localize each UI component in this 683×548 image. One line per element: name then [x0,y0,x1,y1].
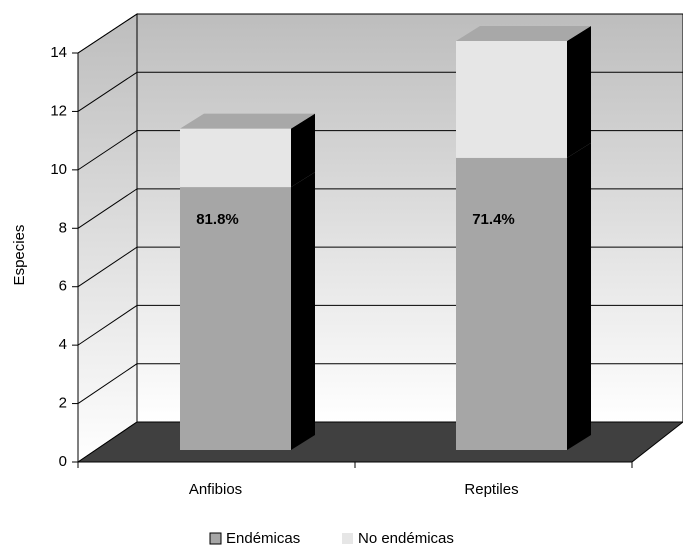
bar-segment [456,157,567,450]
legend-swatch [342,533,353,544]
floor [76,421,683,463]
bar-segment [180,187,291,451]
annotation: 71.4% [472,211,515,228]
grid-line [77,130,138,171]
legend-label: Endémicas [226,530,300,547]
bar-side [291,172,315,451]
grid-line [77,246,138,288]
bar-side [567,26,591,158]
bar-side [567,142,591,450]
y-tick-label: 0 [59,453,67,470]
y-tick-label: 8 [59,219,67,236]
bar-top [456,26,591,41]
y-tick-label: 6 [59,278,67,295]
y-tick-label: 10 [50,161,67,178]
x-tick-label: Anfibios [189,481,242,498]
y-tick-label: 4 [59,336,67,353]
grid-line [77,188,138,229]
y-tick-label: 12 [50,102,67,119]
grid-line [77,363,138,404]
y-tick-label: 14 [50,44,67,61]
bar-side [291,113,315,188]
grid-line [77,71,138,112]
legend-swatch [209,532,222,545]
bar-segment [180,128,291,188]
annotation: 81.8% [196,211,239,228]
x-tick-label: Reptiles [464,481,518,498]
y-tick-label: 2 [59,395,67,412]
legend-label: No endémicas [358,530,454,547]
side-wall [77,13,138,463]
grid-line [77,305,138,346]
y-axis-title: Especies [11,225,28,286]
grid-line [77,13,138,54]
bar-segment [456,41,567,158]
bar-top [180,113,315,129]
